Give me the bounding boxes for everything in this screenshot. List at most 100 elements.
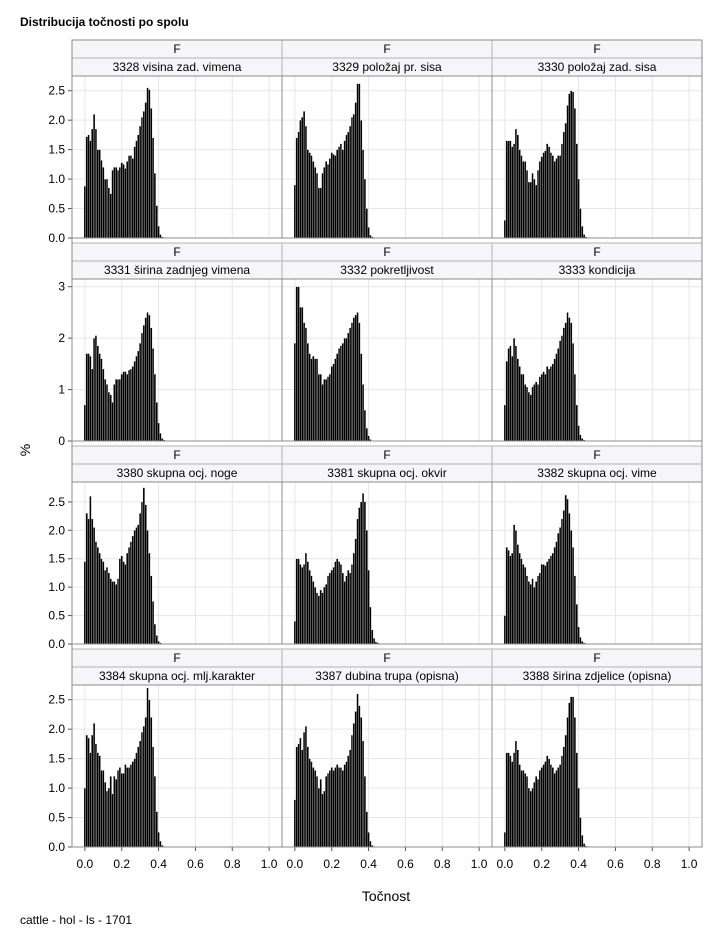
panel-trait-label: 3328 visina zad. vimena [113,60,242,74]
histogram-bar [321,384,324,442]
y-tick-label: 1 [58,383,65,397]
histogram-bar [150,327,153,442]
panel-trait-label: 3333 kondicija [559,263,636,277]
histogram-bar [362,740,365,848]
histogram-bar [347,755,350,848]
histogram-bar [144,717,147,848]
histogram-bar [529,394,532,442]
histogram-bar [352,114,355,239]
histogram-bar [139,343,142,442]
histogram-bar [319,589,322,645]
x-tick-label: 0.0 [497,857,514,871]
histogram-bar [544,374,547,442]
y-tick-label: 2.5 [48,495,65,509]
histogram-bar [540,767,543,848]
histogram-bar [527,581,530,645]
histogram-bar [537,779,540,848]
footnote: cattle - hol - ls - 1701 [20,913,133,927]
histogram-bar [104,379,107,442]
histogram-bar [87,737,90,848]
y-tick-label: 1.5 [48,752,65,766]
histogram-bar [579,208,582,239]
histogram-bar [87,134,90,239]
histogram-bar [315,358,319,442]
histogram-bar [542,764,545,848]
histogram-bar [343,581,346,645]
histogram-bar [544,565,547,645]
histogram-bar [520,374,523,442]
histogram-bar [525,575,529,645]
histogram-bar [544,761,547,848]
histogram-bar [542,564,545,645]
histogram-bar [93,723,96,848]
panel-5: F 3332 pokretljivost [281,242,493,442]
histogram-bar [304,552,307,645]
histogram-bar [356,518,359,645]
histogram-bar [113,776,116,848]
histogram-bar [142,487,145,645]
x-tick-label: 0.6 [187,857,204,871]
histogram-bar [315,776,319,848]
histogram-bar [557,533,560,645]
histogram-bar [129,368,132,442]
histogram-bar [573,108,576,239]
histogram-bar [538,376,541,442]
histogram-bar [533,587,536,645]
histogram-bar [140,117,144,239]
histogram-bar [295,137,298,239]
histogram-bar [538,572,541,645]
histogram-bar [299,120,302,239]
y-tick-label: 2.5 [48,693,65,707]
histogram-bar [102,368,105,442]
histogram-bar [139,125,142,239]
histogram-bar [332,154,335,239]
histogram-bar [83,186,86,239]
histogram-bar [328,572,331,645]
histogram-bar [129,541,132,645]
histogram-bar [553,547,556,645]
histogram-bar [312,161,315,239]
histogram-bar [583,843,586,848]
histogram-bar [105,384,109,442]
histogram-bar [579,817,582,848]
histogram-bar [549,366,552,442]
histogram-bar [339,345,342,442]
histogram-bar [113,384,116,442]
histogram-bar [363,178,366,239]
x-tick-label: 0.8 [434,857,451,871]
histogram-bar [120,162,123,239]
histogram-bar [89,140,92,239]
histogram-bar [358,83,361,239]
histogram-bar [293,184,296,239]
histogram-bar [135,356,138,442]
histogram-bar [118,558,121,645]
histogram-bar [100,770,103,848]
histogram-bar [304,125,307,239]
histogram-bar [522,770,525,848]
panel-trait-label: 3382 skupna ocj. vime [537,466,657,480]
histogram-bar [325,161,328,239]
histogram-bar [352,552,355,645]
y-tick-label: 2.0 [48,523,65,537]
histogram-bar [157,422,160,442]
histogram-bar [133,530,136,645]
histogram-bar [347,131,350,239]
histogram-bar [319,374,322,442]
histogram-bar [118,379,121,442]
x-tick-label: 1.0 [681,857,698,871]
histogram-bar [128,767,131,848]
histogram-bar [126,767,129,848]
histogram-bar [336,764,339,848]
histogram-bar [559,340,562,442]
histogram-bar [524,161,527,239]
y-axis-label: % [17,444,33,456]
histogram-bar [557,155,560,239]
histogram-bar [328,770,331,848]
histogram-bar [152,601,155,645]
histogram-bar [297,743,300,848]
histogram-bar [323,587,326,645]
histogram-bar [572,696,575,848]
histogram-bar [514,345,517,442]
histogram-bar [533,782,536,848]
histogram-bar [356,83,359,239]
